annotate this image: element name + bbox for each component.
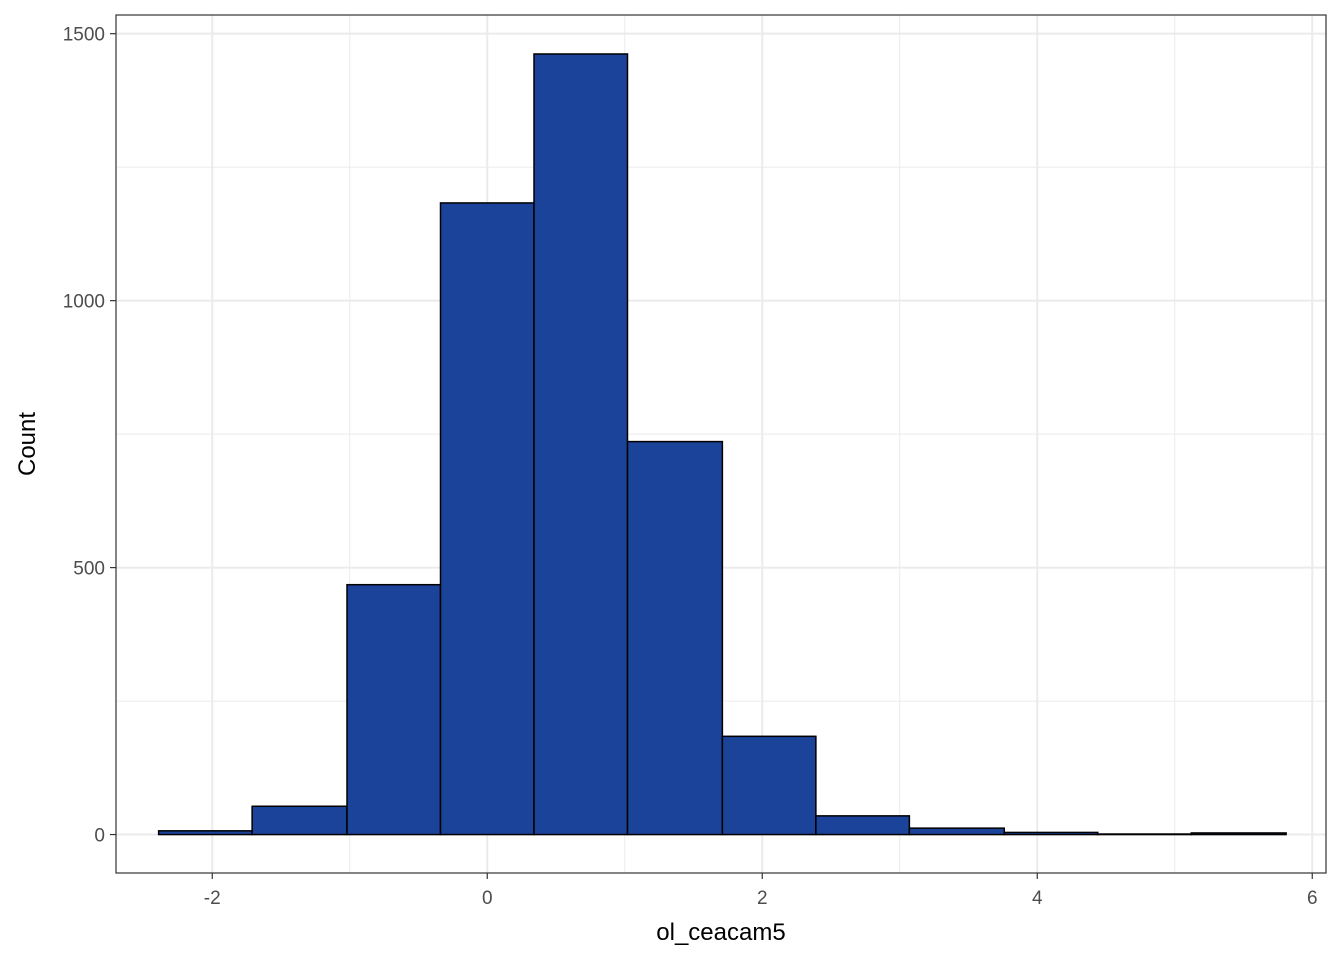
axis-ticks: -2 0 2 4 6 0 500 1000 1500 (63, 25, 1318, 909)
histogram-bar (1097, 833, 1192, 836)
y-tick-label: 0 (94, 826, 105, 847)
histogram-bar (721, 735, 817, 836)
histogram-bar (1003, 831, 1099, 836)
histogram-bar (626, 440, 724, 836)
y-tick-label: 500 (73, 559, 105, 580)
x-tick-label: 4 (1032, 888, 1043, 909)
x-tick-label: 6 (1307, 888, 1318, 909)
histogram-bar (908, 827, 1005, 836)
panel-border (115, 14, 1327, 874)
histogram-bar (1190, 832, 1287, 836)
x-tick-label: -2 (204, 888, 221, 909)
histogram-bar (157, 830, 253, 836)
y-tick-label: 1500 (63, 25, 105, 46)
histogram-bar (346, 583, 442, 836)
histogram-bar (815, 815, 911, 836)
x-axis-title: ol_ceacam5 (656, 919, 785, 946)
histogram-bar (533, 53, 629, 836)
y-tick-label: 1000 (63, 292, 105, 313)
y-axis-title: Count (14, 412, 41, 476)
histogram-bar (439, 202, 535, 836)
histogram-bars (157, 53, 1287, 836)
histogram-bar (251, 805, 348, 836)
x-tick-label: 0 (482, 888, 493, 909)
x-tick-label: 2 (757, 888, 768, 909)
